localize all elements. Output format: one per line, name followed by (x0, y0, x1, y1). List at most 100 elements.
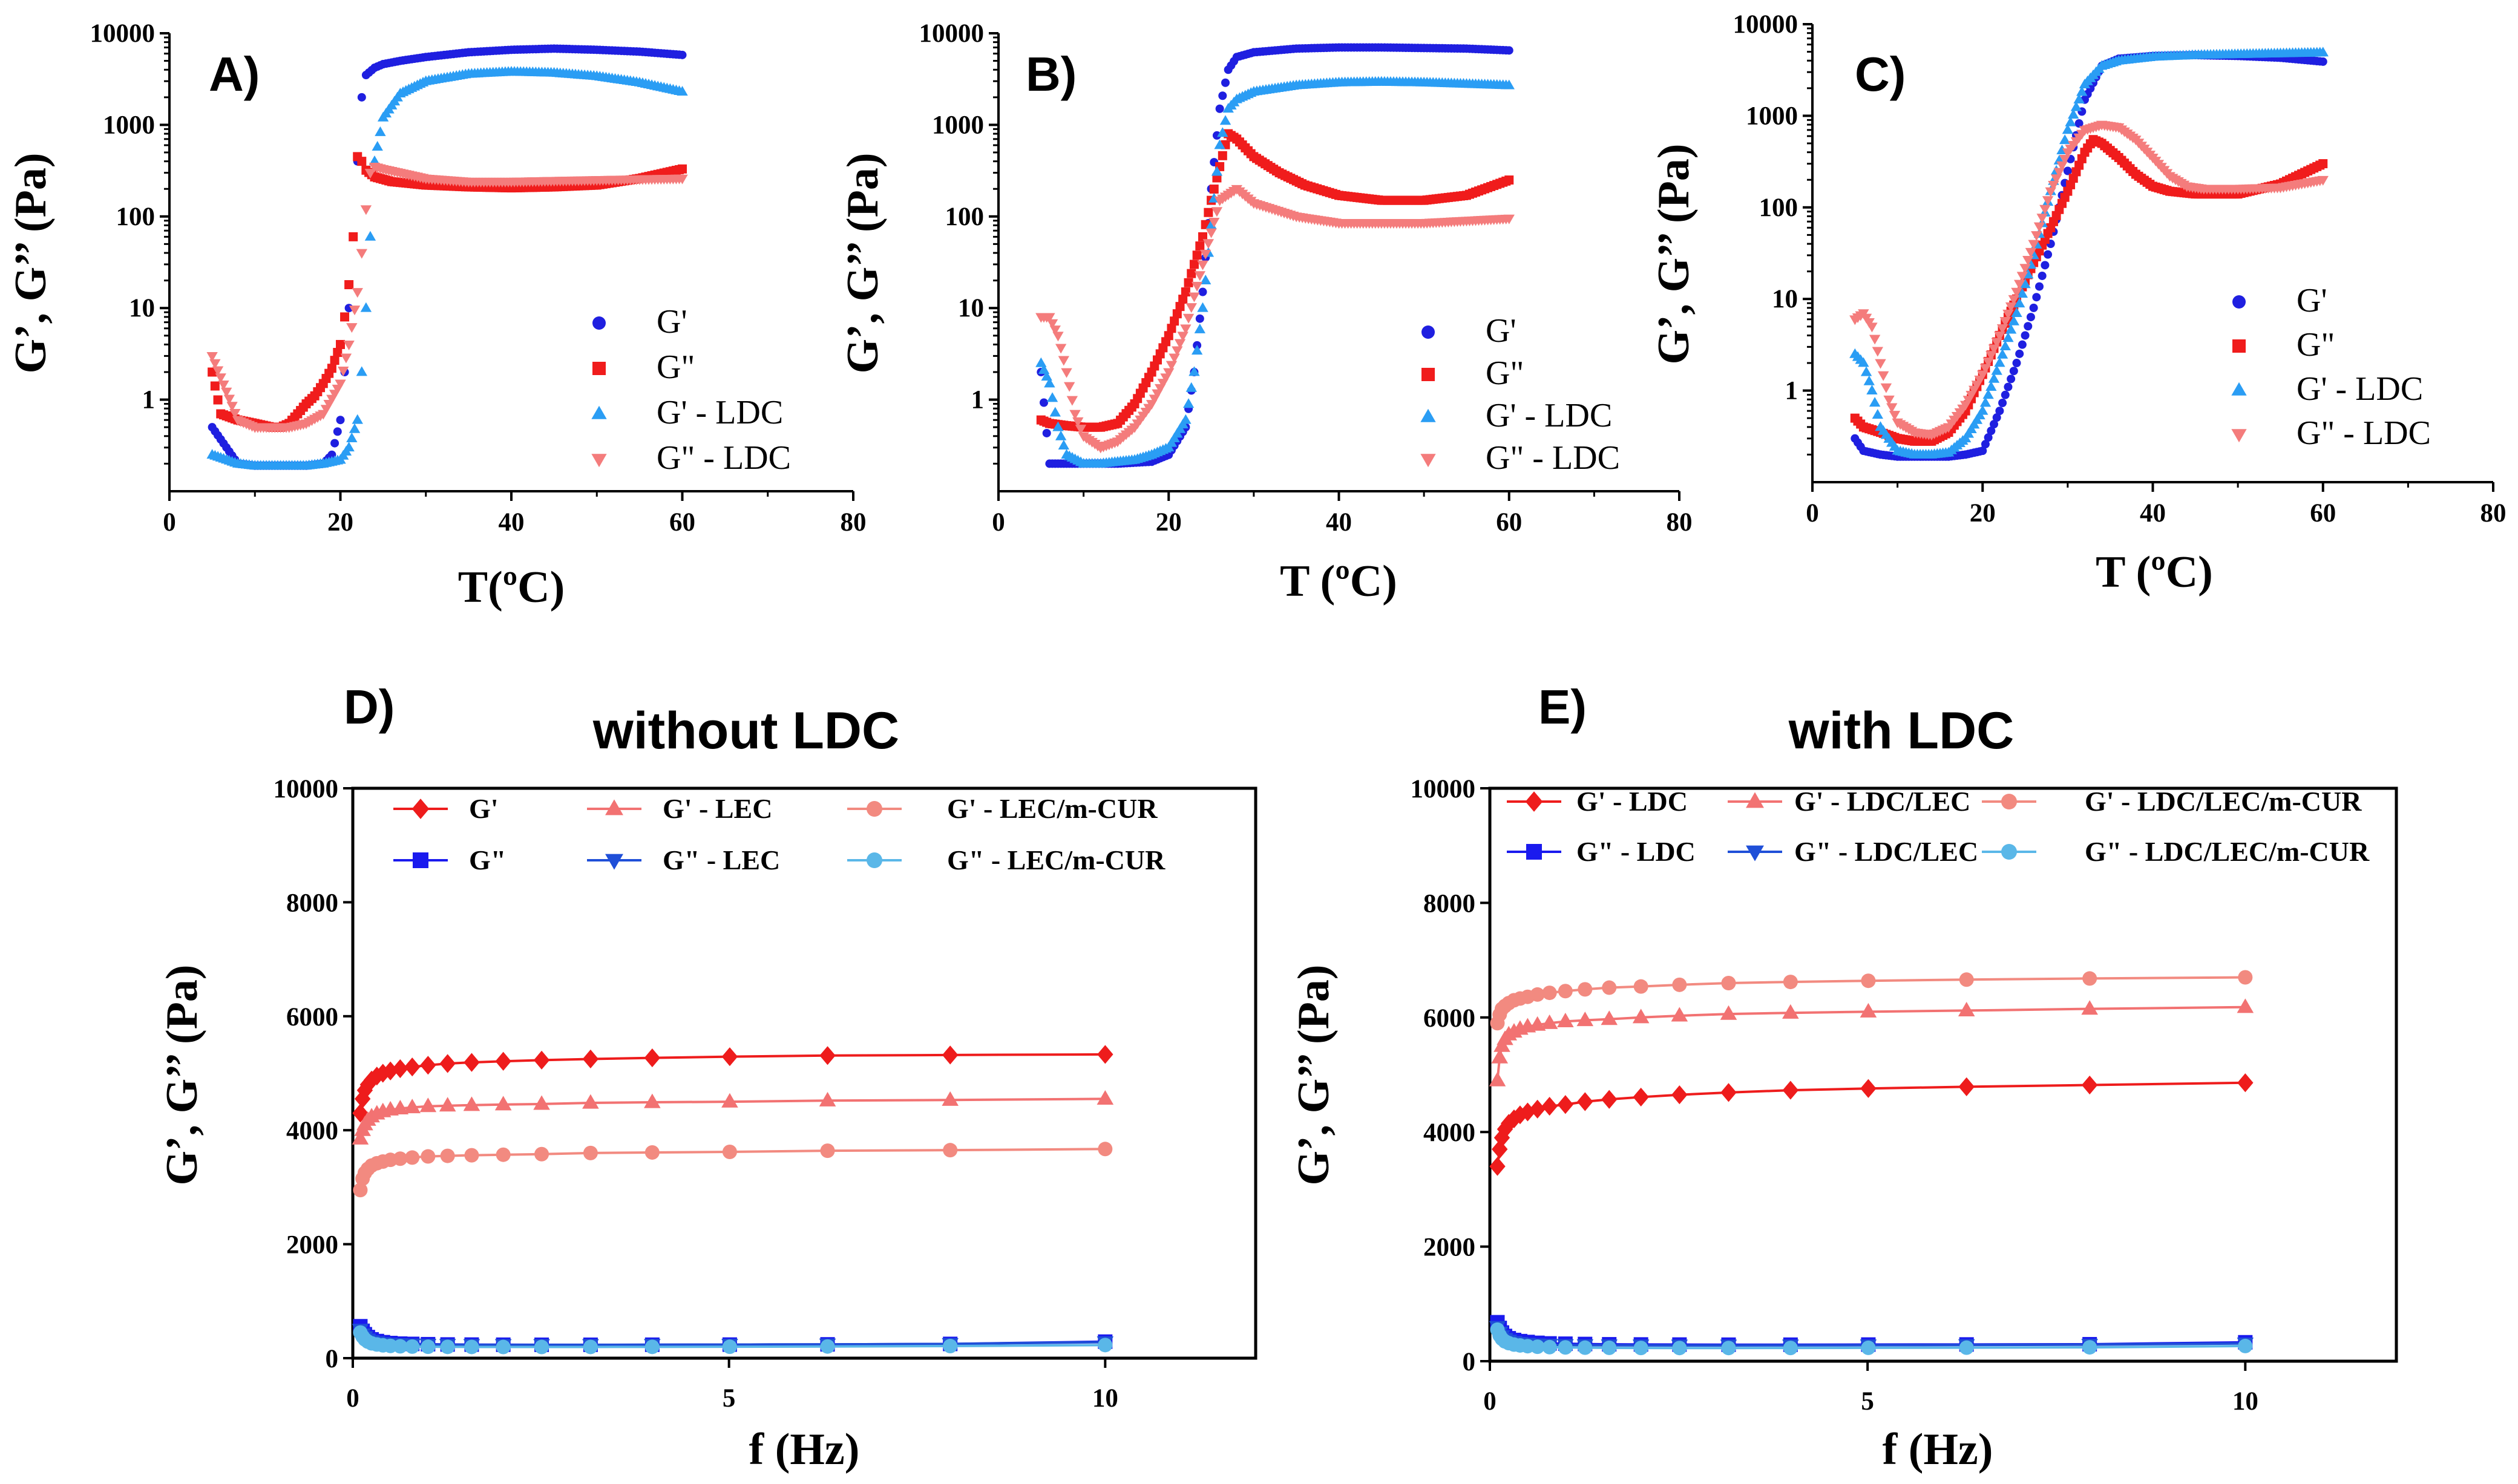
x-tick-label: 0 (1483, 1387, 1497, 1416)
data-point (1632, 1008, 1650, 1024)
legend-label: G" - LDC (657, 439, 791, 477)
legend-label: G' - LDC (657, 394, 783, 431)
data-point (721, 1047, 738, 1067)
data-point (1860, 1002, 1877, 1018)
data-point (2042, 196, 2054, 206)
data-point (2013, 279, 2025, 290)
series-storage-0 (1489, 1073, 2254, 1176)
data-point (2013, 298, 2025, 308)
legend-marker (2231, 429, 2247, 443)
data-point (1557, 1095, 1574, 1114)
data-point (439, 1097, 456, 1112)
data-point (1097, 1090, 1114, 1105)
data-point (1175, 302, 1185, 312)
data-point (1783, 975, 1798, 990)
panel-label: A) (209, 47, 260, 101)
x-tick-label: 0 (346, 1384, 359, 1413)
plot-frame (351, 786, 1257, 1360)
data-point (1978, 446, 1987, 456)
data-point (1578, 982, 1593, 997)
y-axis-label: G’, G’’ (Pa) (1649, 143, 1699, 364)
data-point (220, 387, 232, 397)
data-point (678, 164, 687, 174)
data-point (421, 1149, 436, 1164)
legend-marker (411, 799, 430, 819)
data-point (1044, 378, 1055, 388)
data-point (2318, 159, 2328, 169)
data-point (2237, 1073, 2254, 1093)
data-point (1049, 407, 1061, 417)
data-point (218, 380, 229, 390)
data-point (352, 414, 363, 424)
data-point (2002, 309, 2014, 319)
data-point (2081, 1075, 2098, 1095)
data-point (1215, 104, 1224, 113)
data-point (343, 341, 355, 351)
data-point (1202, 239, 1215, 249)
data-point (2005, 302, 2017, 312)
data-point (2019, 278, 2031, 289)
data-point (229, 409, 241, 419)
data-point (1782, 1080, 1799, 1100)
data-point (496, 1339, 511, 1355)
y-tick-label: 10 (129, 294, 155, 322)
data-point (819, 1091, 836, 1106)
data-point (1601, 1090, 1618, 1109)
data-point (2082, 1340, 2097, 1355)
data-point (209, 359, 221, 369)
data-point (2025, 247, 2037, 258)
data-point (2038, 271, 2047, 280)
data-point (1489, 1071, 1506, 1087)
data-point (2008, 315, 2020, 325)
data-point (1035, 357, 1047, 367)
data-point (677, 86, 688, 96)
data-point (1558, 1340, 1573, 1355)
y-tick-label: 1000 (103, 111, 155, 139)
data-point (1504, 46, 1513, 55)
y-tick-label: 2000 (1423, 1234, 1475, 1262)
y-tick-label: 6000 (1423, 1004, 1475, 1033)
data-point (364, 169, 376, 179)
data-point (1601, 1010, 1618, 1025)
data-point (352, 288, 363, 298)
data-point (644, 1048, 661, 1068)
data-point (1185, 382, 1197, 392)
data-point (1197, 260, 1208, 270)
data-point (1058, 439, 1070, 449)
y-tick-label: 10000 (1411, 775, 1476, 803)
data-point (722, 1339, 737, 1355)
legend-label: G" - LDC (1486, 439, 1620, 477)
legend-label: G' - LDC/LEC (1794, 786, 1970, 817)
data-point (2008, 295, 2020, 305)
data-point (582, 1049, 599, 1069)
x-tick-label: 80 (2480, 499, 2507, 528)
x-axis-label: T (ºC) (1280, 557, 1397, 606)
data-point (392, 1100, 409, 1115)
data-point (534, 1339, 549, 1355)
data-point (1633, 1341, 1648, 1356)
data-point (1191, 345, 1203, 355)
x-axis-label: f (Hz) (749, 1425, 860, 1474)
data-point (2011, 287, 2022, 298)
data-point (2238, 1338, 2253, 1353)
data-point (1191, 281, 1203, 292)
data-point (1069, 410, 1081, 420)
data-point (1195, 314, 1204, 323)
legend-label: G" - LDC/LEC/m-CUR (2085, 836, 2370, 867)
data-point (421, 1339, 436, 1355)
data-point (1959, 972, 1974, 987)
data-point (1529, 1099, 1546, 1119)
legend-label: G' - LDC (1576, 786, 1688, 817)
data-point (393, 1151, 408, 1166)
legend-marker (605, 854, 623, 870)
data-point (1180, 324, 1192, 335)
data-point (2059, 134, 2071, 145)
data-point (1217, 127, 1228, 137)
data-point (372, 140, 383, 151)
data-point (1075, 425, 1087, 435)
y-tick-label: 1 (142, 386, 156, 414)
data-point (1866, 322, 1878, 333)
data-point (2018, 340, 2027, 349)
data-point (1863, 375, 1875, 385)
